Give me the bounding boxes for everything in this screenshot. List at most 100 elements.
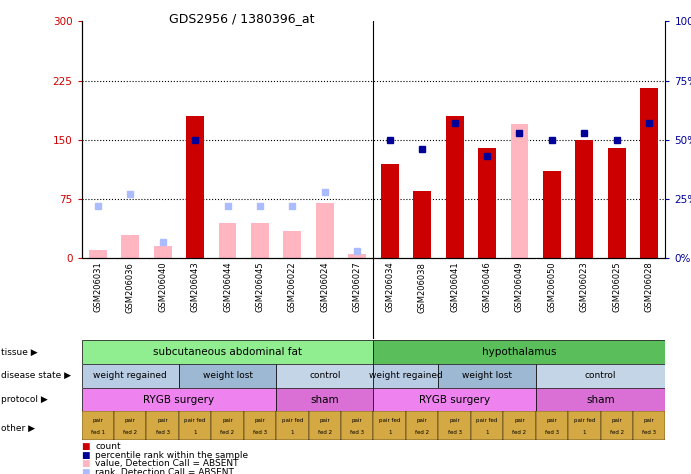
Bar (179, 364, 276, 388)
Text: weight regained: weight regained (93, 372, 167, 380)
Text: GSM206044: GSM206044 (223, 262, 232, 312)
Text: GSM206022: GSM206022 (288, 262, 297, 312)
Text: fed 3: fed 3 (448, 430, 462, 435)
Text: GSM206045: GSM206045 (256, 262, 265, 312)
Text: pair: pair (222, 418, 233, 423)
Text: pair: pair (417, 418, 428, 423)
Text: 1: 1 (583, 430, 586, 435)
Bar (244, 411, 276, 440)
Bar (600, 411, 633, 440)
Bar (413, 191, 431, 258)
Text: pair: pair (319, 418, 330, 423)
Text: fed 3: fed 3 (350, 430, 364, 435)
Bar (373, 340, 665, 364)
Text: fed 3: fed 3 (253, 430, 267, 435)
Bar (82, 411, 114, 440)
Text: fed 2: fed 2 (415, 430, 429, 435)
Text: fed 2: fed 2 (609, 430, 624, 435)
Bar (406, 411, 438, 440)
Bar (373, 364, 438, 388)
Bar (89, 250, 106, 258)
Bar (348, 255, 366, 258)
Text: weight regained: weight regained (369, 372, 443, 380)
Text: pair: pair (644, 418, 654, 423)
Text: pair fed: pair fed (476, 418, 498, 423)
Text: GSM206027: GSM206027 (353, 262, 362, 312)
Bar (211, 411, 244, 440)
Text: pair: pair (449, 418, 460, 423)
Text: ■: ■ (82, 451, 90, 459)
Text: pair: pair (352, 418, 363, 423)
Bar (381, 164, 399, 258)
Text: fed 2: fed 2 (513, 430, 527, 435)
Text: pair fed: pair fed (379, 418, 400, 423)
Text: GSM206023: GSM206023 (580, 262, 589, 312)
Bar (503, 411, 536, 440)
Bar (82, 340, 373, 364)
Text: GSM206036: GSM206036 (126, 262, 135, 312)
Text: GSM206038: GSM206038 (417, 262, 426, 312)
Text: 1: 1 (291, 430, 294, 435)
Text: sham: sham (310, 394, 339, 405)
Bar (82, 364, 179, 388)
Text: RYGB surgery: RYGB surgery (419, 394, 490, 405)
Text: pair: pair (93, 418, 103, 423)
Bar (251, 223, 269, 258)
Text: GSM206046: GSM206046 (482, 262, 491, 312)
Bar (536, 388, 665, 411)
Text: pair: pair (254, 418, 265, 423)
Text: GSM206034: GSM206034 (385, 262, 394, 312)
Text: hypothalamus: hypothalamus (482, 347, 557, 357)
Bar (478, 148, 496, 258)
Bar (309, 411, 341, 440)
Text: count: count (95, 442, 121, 451)
Bar (341, 411, 373, 440)
Text: pair fed: pair fed (184, 418, 206, 423)
Text: GSM206041: GSM206041 (450, 262, 459, 312)
Text: fed 3: fed 3 (155, 430, 170, 435)
Text: percentile rank within the sample: percentile rank within the sample (95, 451, 249, 459)
Text: GSM206040: GSM206040 (158, 262, 167, 312)
Text: GDS2956 / 1380396_at: GDS2956 / 1380396_at (169, 12, 314, 25)
Bar (471, 411, 503, 440)
Text: GSM206028: GSM206028 (645, 262, 654, 312)
Bar (373, 388, 536, 411)
Text: GSM206050: GSM206050 (547, 262, 556, 312)
Text: weight lost: weight lost (202, 372, 252, 380)
Text: weight lost: weight lost (462, 372, 512, 380)
Bar (446, 116, 464, 258)
Bar (543, 172, 561, 258)
Text: rank, Detection Call = ABSENT: rank, Detection Call = ABSENT (95, 468, 234, 474)
Text: 1: 1 (388, 430, 392, 435)
Bar (276, 411, 309, 440)
Text: fed 3: fed 3 (642, 430, 656, 435)
Bar (641, 89, 658, 258)
Bar (276, 364, 373, 388)
Text: fed 3: fed 3 (545, 430, 559, 435)
Text: control: control (309, 372, 341, 380)
Text: disease state ▶: disease state ▶ (1, 372, 71, 380)
Text: sham: sham (586, 394, 615, 405)
Bar (153, 246, 171, 258)
Bar (186, 116, 204, 258)
Bar (283, 231, 301, 258)
Bar (633, 411, 665, 440)
Text: fed 2: fed 2 (123, 430, 138, 435)
Text: control: control (585, 372, 616, 380)
Text: pair fed: pair fed (574, 418, 595, 423)
Text: GSM206031: GSM206031 (93, 262, 102, 312)
Text: fed 2: fed 2 (220, 430, 234, 435)
Bar (179, 411, 211, 440)
Text: GSM206025: GSM206025 (612, 262, 621, 312)
Bar (511, 124, 529, 258)
Bar (568, 411, 600, 440)
Bar (438, 364, 536, 388)
Bar (608, 148, 625, 258)
Text: 1: 1 (193, 430, 197, 435)
Text: ■: ■ (82, 468, 90, 474)
Text: protocol ▶: protocol ▶ (1, 395, 48, 404)
Text: ■: ■ (82, 442, 90, 451)
Bar (536, 411, 568, 440)
Text: pair: pair (514, 418, 525, 423)
Bar (576, 140, 594, 258)
